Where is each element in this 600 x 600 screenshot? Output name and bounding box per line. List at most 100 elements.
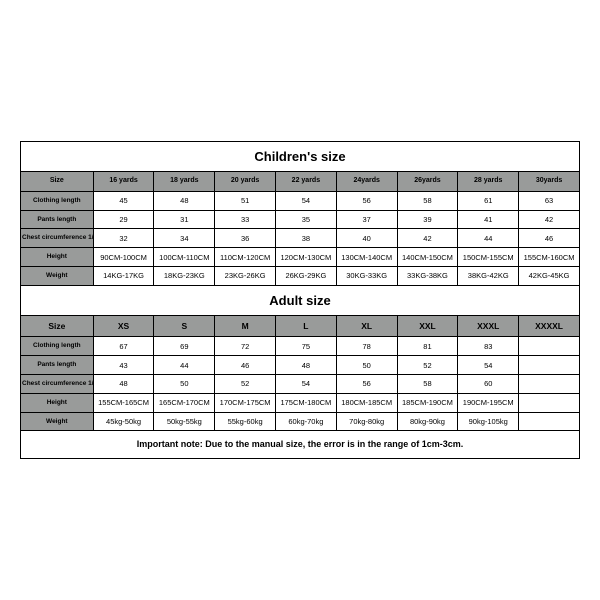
cell: 83 bbox=[458, 337, 519, 356]
cell: 175CM-180CM bbox=[276, 393, 337, 412]
adult-title-row: Adult size bbox=[21, 285, 580, 316]
adult-title: Adult size bbox=[21, 285, 580, 316]
col-20: 20 yards bbox=[215, 172, 276, 191]
row-label: Pants length bbox=[21, 356, 94, 375]
cell: 50 bbox=[336, 356, 397, 375]
col-xl: XL bbox=[336, 316, 397, 337]
children-title: Children's size bbox=[21, 141, 580, 172]
cell: 190CM-195CM bbox=[458, 393, 519, 412]
table-row: Weight 45kg-50kg 50kg-55kg 55kg-60kg 60k… bbox=[21, 412, 580, 431]
cell: 150CM-155CM bbox=[458, 248, 519, 267]
cell: 42KG-45KG bbox=[519, 266, 580, 285]
cell: 75 bbox=[276, 337, 337, 356]
cell: 58 bbox=[397, 375, 458, 394]
col-26: 26yards bbox=[397, 172, 458, 191]
cell: 90kg-105kg bbox=[458, 412, 519, 431]
cell: 130CM-140CM bbox=[336, 248, 397, 267]
col-24: 24yards bbox=[336, 172, 397, 191]
cell: 45 bbox=[93, 191, 154, 210]
table-row: Chest circumference 1/2 48 50 52 54 56 5… bbox=[21, 375, 580, 394]
col-xxxxl: XXXXL bbox=[519, 316, 580, 337]
col-l: L bbox=[276, 316, 337, 337]
cell: 40 bbox=[336, 229, 397, 248]
cell: 18KG-23KG bbox=[154, 266, 215, 285]
cell: 44 bbox=[458, 229, 519, 248]
cell: 56 bbox=[336, 191, 397, 210]
table-row: Height 155CM-165CM 165CM-170CM 170CM-175… bbox=[21, 393, 580, 412]
cell: 46 bbox=[215, 356, 276, 375]
cell: 42 bbox=[519, 210, 580, 229]
col-22: 22 yards bbox=[276, 172, 337, 191]
important-note: Important note: Due to the manual size, … bbox=[21, 431, 580, 459]
cell: 100CM-110CM bbox=[154, 248, 215, 267]
cell: 14KG-17KG bbox=[93, 266, 154, 285]
cell: 50kg-55kg bbox=[154, 412, 215, 431]
cell bbox=[519, 412, 580, 431]
cell: 69 bbox=[154, 337, 215, 356]
cell: 48 bbox=[93, 375, 154, 394]
table-row: Chest circumference 1/2 32 34 36 38 40 4… bbox=[21, 229, 580, 248]
cell: 52 bbox=[397, 356, 458, 375]
cell: 63 bbox=[519, 191, 580, 210]
cell: 29 bbox=[93, 210, 154, 229]
cell: 81 bbox=[397, 337, 458, 356]
table-row: Weight 14KG-17KG 18KG-23KG 23KG-26KG 26K… bbox=[21, 266, 580, 285]
cell: 78 bbox=[336, 337, 397, 356]
cell: 34 bbox=[154, 229, 215, 248]
cell: 56 bbox=[336, 375, 397, 394]
adult-header-row: Size XS S M L XL XXL XXXL XXXXL bbox=[21, 316, 580, 337]
cell: 38 bbox=[276, 229, 337, 248]
cell: 180CM-185CM bbox=[336, 393, 397, 412]
table-row: Height 90CM-100CM 100CM-110CM 110CM-120C… bbox=[21, 248, 580, 267]
cell: 110CM-120CM bbox=[215, 248, 276, 267]
cell: 54 bbox=[276, 191, 337, 210]
cell bbox=[519, 393, 580, 412]
col-18: 18 yards bbox=[154, 172, 215, 191]
table-row: Pants length 29 31 33 35 37 39 41 42 bbox=[21, 210, 580, 229]
cell: 165CM-170CM bbox=[154, 393, 215, 412]
col-xxxl: XXXL bbox=[458, 316, 519, 337]
cell: 31 bbox=[154, 210, 215, 229]
cell: 155CM-160CM bbox=[519, 248, 580, 267]
cell: 46 bbox=[519, 229, 580, 248]
cell: 44 bbox=[154, 356, 215, 375]
cell: 33KG-38KG bbox=[397, 266, 458, 285]
col-xs: XS bbox=[93, 316, 154, 337]
cell: 43 bbox=[93, 356, 154, 375]
cell: 32 bbox=[93, 229, 154, 248]
note-row: Important note: Due to the manual size, … bbox=[21, 431, 580, 459]
col-xxl: XXL bbox=[397, 316, 458, 337]
cell: 26KG-29KG bbox=[276, 266, 337, 285]
cell: 42 bbox=[397, 229, 458, 248]
cell: 61 bbox=[458, 191, 519, 210]
cell: 48 bbox=[276, 356, 337, 375]
children-title-row: Children's size bbox=[21, 141, 580, 172]
cell: 70kg-80kg bbox=[336, 412, 397, 431]
row-label: Weight bbox=[21, 412, 94, 431]
row-label: Chest circumference 1/2 bbox=[21, 375, 94, 394]
cell: 72 bbox=[215, 337, 276, 356]
children-header-row: Size 16 yards 18 yards 20 yards 22 yards… bbox=[21, 172, 580, 191]
cell: 23KG-26KG bbox=[215, 266, 276, 285]
cell: 80kg-90kg bbox=[397, 412, 458, 431]
col-28: 28 yards bbox=[458, 172, 519, 191]
cell: 51 bbox=[215, 191, 276, 210]
col-size: Size bbox=[21, 316, 94, 337]
cell: 67 bbox=[93, 337, 154, 356]
col-30: 30yards bbox=[519, 172, 580, 191]
row-label: Chest circumference 1/2 bbox=[21, 229, 94, 248]
cell: 48 bbox=[154, 191, 215, 210]
row-label: Clothing length bbox=[21, 337, 94, 356]
row-label: Height bbox=[21, 248, 94, 267]
cell bbox=[519, 356, 580, 375]
row-label: Height bbox=[21, 393, 94, 412]
size-chart: Children's size Size 16 yards 18 yards 2… bbox=[20, 141, 580, 460]
cell: 38KG-42KG bbox=[458, 266, 519, 285]
cell: 45kg-50kg bbox=[93, 412, 154, 431]
cell bbox=[519, 337, 580, 356]
cell: 140CM-150CM bbox=[397, 248, 458, 267]
col-m: M bbox=[215, 316, 276, 337]
cell: 39 bbox=[397, 210, 458, 229]
cell: 155CM-165CM bbox=[93, 393, 154, 412]
cell: 30KG-33KG bbox=[336, 266, 397, 285]
